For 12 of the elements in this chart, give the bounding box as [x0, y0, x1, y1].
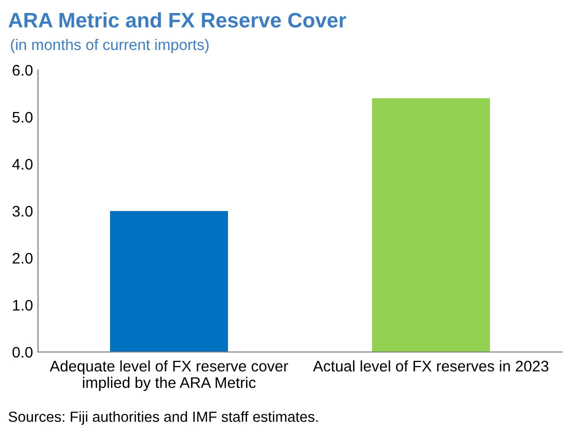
- y-tick-label: 6.0: [12, 64, 33, 76]
- y-tick-label: 5.0: [12, 112, 33, 123]
- x-tick-label: Adequate level of FX reserve cover implied by the ARA Metric: [50, 360, 288, 392]
- y-tick-label: 2.0: [12, 252, 33, 264]
- y-tick-label: 1.0: [13, 300, 33, 311]
- x-tick-label: Actual level of FX reserves in 2023: [313, 360, 548, 372]
- y-tick-label: 3.0: [12, 206, 33, 217]
- source-note: Sources: Fiji authorities and IMF staff estimates.: [8, 411, 318, 425]
- chart-subtitle: (in months of current imports): [10, 38, 209, 54]
- y-tick-label: 0.0: [12, 346, 33, 358]
- y-tick-label: 4.0: [12, 158, 33, 170]
- chart-title: ARA Metric and FX Reserve Cover: [8, 12, 346, 28]
